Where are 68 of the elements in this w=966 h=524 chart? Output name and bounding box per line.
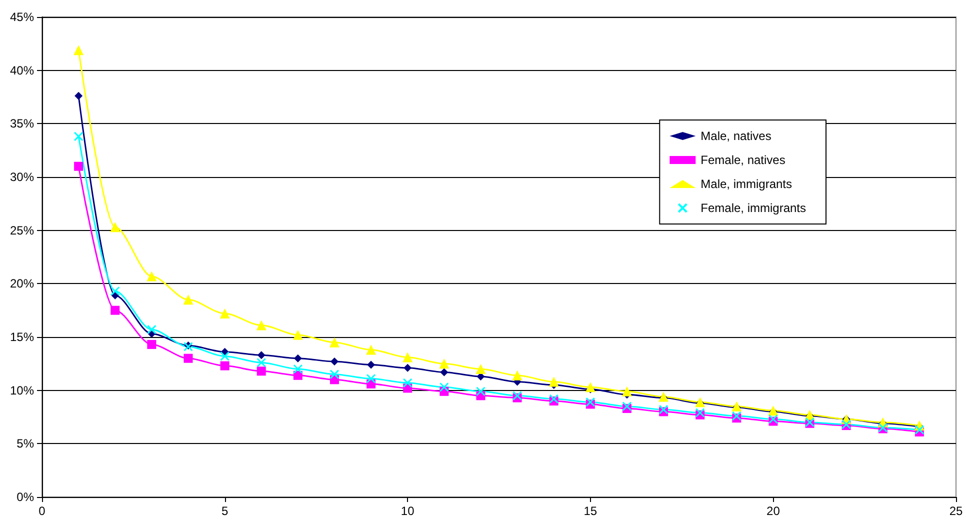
- point: [146, 324, 156, 334]
- point: [476, 386, 486, 396]
- point: [622, 386, 632, 396]
- y-tick-label: 5%: [16, 436, 34, 451]
- y-tick-label: 0%: [16, 490, 34, 504]
- point: [256, 320, 266, 330]
- point: [549, 394, 559, 404]
- y-tick-label: 25%: [10, 223, 34, 238]
- point: [440, 368, 448, 376]
- point: [586, 397, 596, 407]
- y-tick-label: 10%: [10, 383, 34, 398]
- legend-label: Male, immigrants: [700, 177, 792, 191]
- point: [402, 352, 413, 362]
- point: [110, 222, 120, 232]
- point: [256, 366, 266, 376]
- x-tick-label: 0: [38, 504, 46, 518]
- point: [512, 390, 522, 400]
- point: [585, 382, 596, 392]
- x-tick-label: 15: [584, 504, 598, 518]
- point: [732, 411, 742, 421]
- point: [548, 376, 559, 387]
- point: [367, 360, 376, 369]
- point: [257, 351, 266, 360]
- point: [329, 337, 340, 348]
- point: [220, 351, 230, 361]
- point: [330, 370, 340, 380]
- legend-label: Female, natives: [700, 153, 786, 167]
- y-tick-label: 15%: [10, 330, 34, 344]
- point: [146, 271, 157, 282]
- point: [74, 45, 84, 56]
- point: [695, 408, 705, 418]
- point: [402, 378, 412, 388]
- point: [404, 364, 412, 372]
- point: [439, 382, 449, 392]
- point: [476, 364, 486, 374]
- point: [220, 361, 230, 370]
- point: [293, 370, 302, 380]
- point: [292, 330, 303, 340]
- point: [366, 344, 376, 355]
- point: [110, 286, 120, 296]
- point: [74, 162, 84, 171]
- point: [74, 132, 84, 142]
- y-tick-label: 30%: [10, 170, 34, 184]
- y-tick-label: 45%: [10, 10, 34, 24]
- point: [147, 340, 156, 349]
- x-tick-label: 10: [400, 504, 415, 518]
- y-tick-label: 35%: [10, 116, 34, 131]
- point: [330, 358, 338, 366]
- point: [220, 308, 230, 319]
- point: [768, 414, 778, 424]
- x-tick-label: 5: [221, 504, 228, 518]
- point: [256, 358, 266, 368]
- point: [74, 92, 83, 100]
- legend-label: Male, natives: [700, 129, 772, 143]
- legend-label: Female, immigrants: [700, 201, 806, 215]
- point: [512, 370, 522, 380]
- point: [658, 404, 668, 414]
- y-tick-label: 20%: [10, 276, 34, 291]
- point: [183, 294, 194, 305]
- point: [439, 358, 450, 369]
- point: [293, 364, 303, 374]
- point: [294, 354, 302, 362]
- x-tick-label: 25: [949, 504, 963, 518]
- x-tick-label: 20: [766, 504, 780, 518]
- y-tick-label: 40%: [10, 63, 34, 78]
- point: [184, 354, 193, 363]
- point: [366, 374, 376, 384]
- point: [110, 306, 120, 315]
